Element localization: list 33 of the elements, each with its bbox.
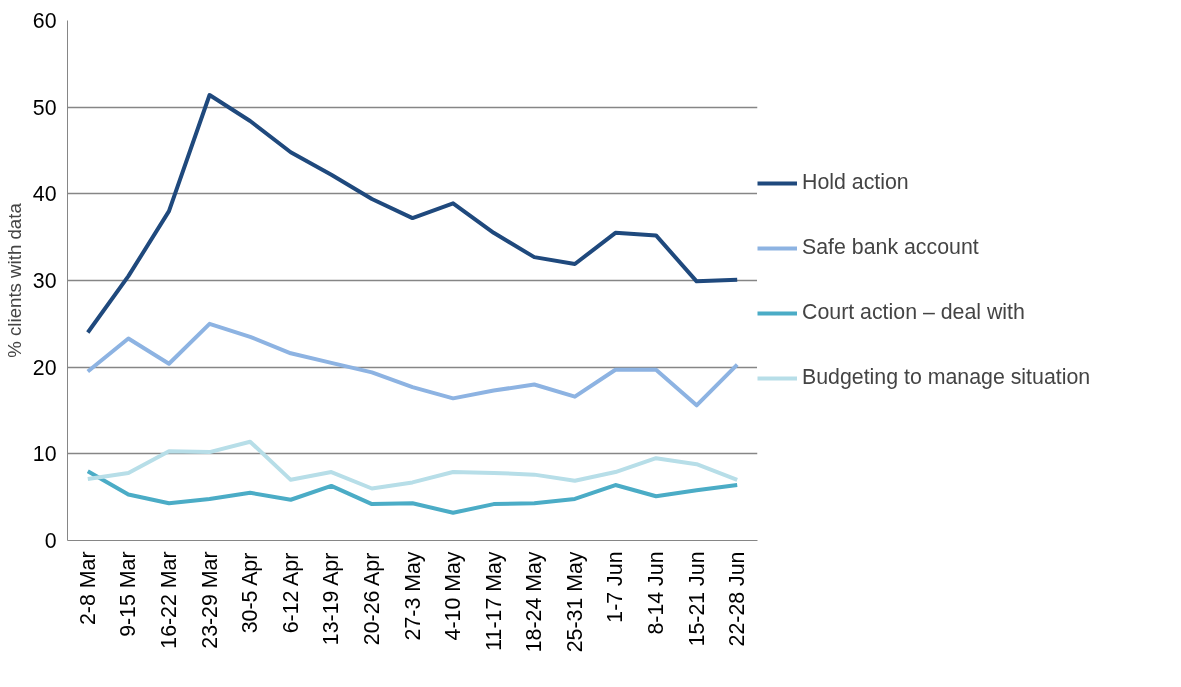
x-tick-label: 8-14 Jun xyxy=(644,551,669,635)
legend-label: Safe bank account xyxy=(802,235,979,260)
y-tick-label: 60 xyxy=(32,9,57,33)
line-series xyxy=(85,321,740,408)
line-series xyxy=(85,93,740,335)
x-tick-label: 27-3 May xyxy=(400,551,425,641)
line-series xyxy=(85,469,740,515)
y-tick-label: 30 xyxy=(32,269,57,293)
legend-label: Hold action xyxy=(802,170,909,195)
x-tick-label: 30-5 Apr xyxy=(238,552,263,634)
x-tick-label: 16-22 Mar xyxy=(156,551,181,649)
x-tick-label: 13-19 Apr xyxy=(319,552,344,646)
y-tick-label: 50 xyxy=(32,95,57,120)
y-axis-title: % clients with data xyxy=(3,202,25,358)
x-tick-label: 9-15 Mar xyxy=(116,551,141,637)
x-tick-label: 11-17 May xyxy=(481,551,506,651)
line-series xyxy=(85,439,740,491)
y-tick-label: 40 xyxy=(32,182,57,207)
x-tick-label: 25-31 May xyxy=(562,551,587,653)
y-tick-label: 20 xyxy=(32,355,57,380)
x-tick-label: 22-28 Jun xyxy=(725,551,750,647)
legend-label: Court action – deal with xyxy=(802,300,1025,325)
y-tick-label: 0 xyxy=(44,529,57,553)
x-tick-label: 1-7 Jun xyxy=(603,551,628,623)
y-tick-label: 10 xyxy=(32,442,57,467)
x-tick-label: 2-8 Mar xyxy=(75,551,100,625)
x-tick-label: 23-29 Mar xyxy=(197,551,222,649)
x-tick-label: 15-21 Jun xyxy=(684,551,709,647)
x-tick-label: 4-10 May xyxy=(441,551,466,641)
x-tick-label: 20-26 Apr xyxy=(359,552,384,646)
legend-label: Budgeting to manage situation xyxy=(802,365,1091,390)
x-tick-label: 6-12 Apr xyxy=(278,552,303,634)
x-tick-label: 18-24 May xyxy=(522,551,547,653)
